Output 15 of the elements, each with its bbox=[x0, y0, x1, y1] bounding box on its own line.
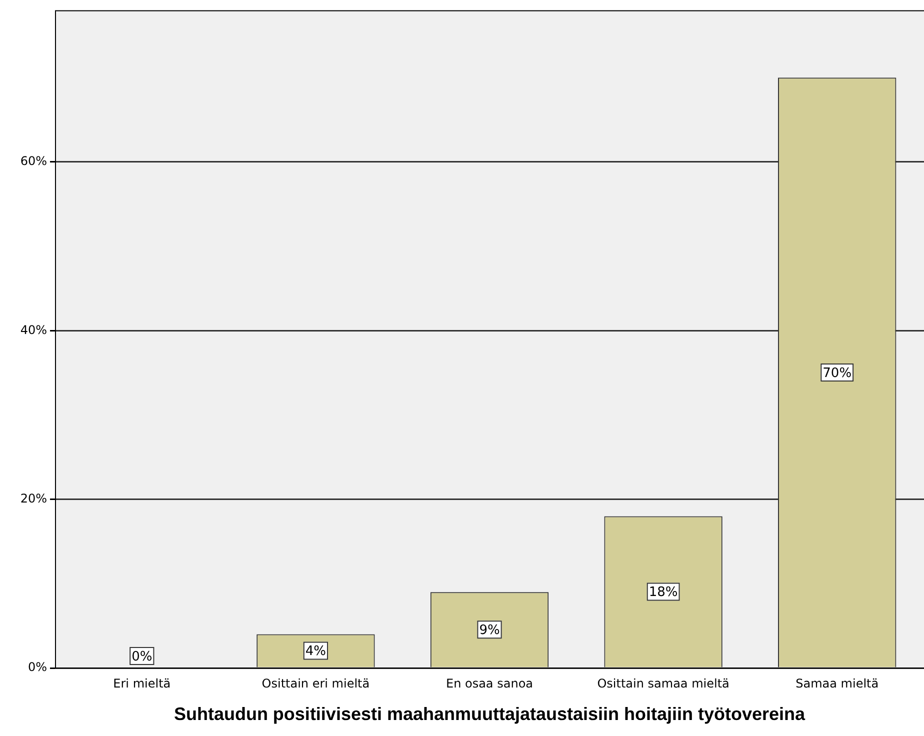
y-tick-label: 40% bbox=[20, 322, 47, 337]
x-axis-title: Suhtaudun positiivisesti maahanmuuttajataustaisiin hoitajiin työtovereina bbox=[174, 704, 806, 724]
data-label: 9% bbox=[479, 623, 500, 638]
data-label: 70% bbox=[822, 366, 852, 381]
y-tick-label: 0% bbox=[28, 660, 47, 674]
x-tick-label: Eri mieltä bbox=[113, 676, 171, 690]
x-tick-label: Osittain samaa mieltä bbox=[597, 676, 730, 690]
x-tick-label: Samaa mieltä bbox=[796, 676, 879, 690]
data-label: 0% bbox=[132, 649, 152, 664]
data-label: 4% bbox=[305, 644, 326, 660]
x-tick-label: Osittain eri mieltä bbox=[262, 676, 370, 690]
data-label: 18% bbox=[648, 585, 678, 600]
y-tick-label: 20% bbox=[20, 491, 47, 506]
y-tick-label: 60% bbox=[20, 154, 47, 168]
x-tick-label: En osaa sanoa bbox=[446, 676, 534, 690]
